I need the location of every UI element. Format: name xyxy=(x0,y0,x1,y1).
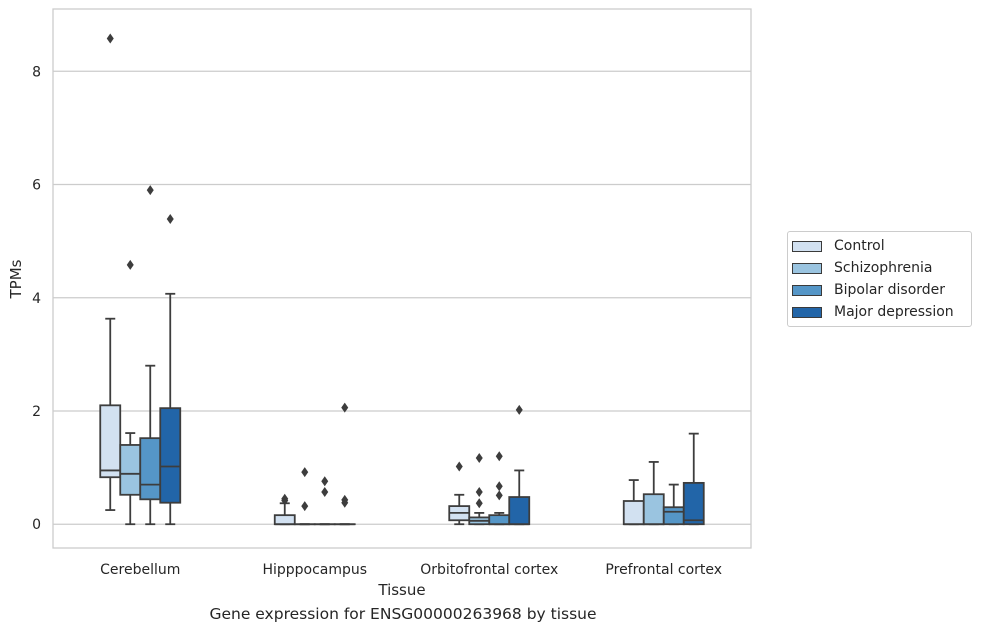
outlier-point xyxy=(106,33,114,44)
box-prefrontal-cortex-schizophrenia xyxy=(642,461,665,526)
plot-area-frame xyxy=(52,8,752,549)
box-prefrontal-cortex-control xyxy=(622,479,645,526)
x-tick-label-orbitofrontal-cortex: Orbitofrontal cortex xyxy=(420,562,558,578)
legend-swatch-major-depression xyxy=(792,306,822,318)
outlier-point xyxy=(455,461,463,472)
box-cerebellum-major-depression xyxy=(159,214,182,526)
y-tick-label-2: 2 xyxy=(32,404,41,420)
box-iqr xyxy=(139,437,162,501)
box-cerebellum-control xyxy=(99,33,122,511)
outlier-point xyxy=(301,467,309,478)
outlier-point xyxy=(475,452,483,463)
outlier-point xyxy=(341,497,349,508)
outlier-point xyxy=(341,402,349,413)
outlier-point xyxy=(321,486,329,497)
legend-label-major-depression: Major depression xyxy=(834,304,954,320)
box-iqr xyxy=(508,496,531,526)
outlier-point xyxy=(301,501,309,512)
y-tick-label-4: 4 xyxy=(32,291,41,307)
box-iqr xyxy=(159,407,182,504)
box-iqr xyxy=(662,506,685,526)
outlier-point xyxy=(495,451,503,462)
box-iqr xyxy=(488,514,511,526)
outlier-point xyxy=(321,476,329,487)
outlier-point xyxy=(475,498,483,509)
outlier-point xyxy=(495,490,503,501)
legend-label-control: Control xyxy=(834,238,885,254)
box-hipppocampus-major-depression xyxy=(333,402,356,526)
legend: Control Schizophrenia Bipolar disorder M… xyxy=(787,231,972,327)
legend-item-bipolar-disorder: Bipolar disorder xyxy=(792,280,945,300)
y-tick-labels: 0 2 4 6 8 xyxy=(32,64,41,533)
box-hipppocampus-bipolar-disorder xyxy=(313,476,336,526)
outlier-point xyxy=(475,486,483,497)
outlier-point xyxy=(515,404,523,415)
box-iqr xyxy=(682,481,705,526)
box-orbitofrontal-cortex-control xyxy=(448,461,471,526)
y-tick-label-8: 8 xyxy=(32,64,41,80)
x-axis-label: Tissue xyxy=(377,581,425,599)
outlier-point xyxy=(146,185,154,196)
box-orbitofrontal-cortex-bipolar-disorder xyxy=(488,451,511,526)
box-cerebellum-bipolar-disorder xyxy=(139,185,162,526)
outlier-point xyxy=(166,214,174,225)
box-hipppocampus-control xyxy=(273,493,296,526)
y-axis-label: TPMs xyxy=(7,259,25,299)
y-tick-label-6: 6 xyxy=(32,178,41,194)
box-iqr xyxy=(622,500,645,526)
x-tick-labels: Cerebellum Hipppocampus Orbitofrontal cort… xyxy=(100,562,722,578)
boxes xyxy=(99,33,705,526)
box-iqr xyxy=(99,404,122,479)
outlier-point xyxy=(281,493,289,504)
legend-label-schizophrenia: Schizophrenia xyxy=(834,260,933,276)
box-cerebellum-schizophrenia xyxy=(119,259,142,526)
x-tick-label-cerebellum: Cerebellum xyxy=(100,562,180,578)
box-hipppocampus-schizophrenia xyxy=(293,467,316,526)
box-prefrontal-cortex-bipolar-disorder xyxy=(662,483,685,526)
box-prefrontal-cortex-major-depression xyxy=(682,432,705,526)
figure-caption: Gene expression for ENSG00000263968 by t… xyxy=(209,605,597,623)
legend-label-bipolar-disorder: Bipolar disorder xyxy=(834,282,946,298)
legend-swatch-control xyxy=(792,240,822,252)
legend-swatch-bipolar-disorder xyxy=(792,284,822,296)
legend-item-schizophrenia: Schizophrenia xyxy=(792,258,932,278)
legend-item-major-depression: Major depression xyxy=(792,302,954,322)
legend-item-control: Control xyxy=(792,236,885,256)
outlier-point xyxy=(126,259,134,270)
x-tick-label-prefrontal-cortex: Prefrontal cortex xyxy=(605,562,722,578)
y-tick-label-0: 0 xyxy=(32,517,41,533)
x-tick-label-hipppocampus: Hipppocampus xyxy=(262,562,367,578)
legend-swatch-schizophrenia xyxy=(792,262,822,274)
box-orbitofrontal-cortex-schizophrenia xyxy=(468,452,491,526)
box-iqr xyxy=(273,514,296,526)
box-orbitofrontal-cortex-major-depression xyxy=(508,404,531,526)
box-iqr xyxy=(119,444,142,496)
box-iqr xyxy=(642,493,665,526)
outlier-point xyxy=(495,481,503,492)
